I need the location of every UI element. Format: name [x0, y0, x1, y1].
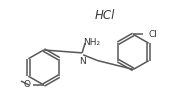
Text: O: O: [24, 80, 31, 89]
Text: Cl: Cl: [148, 30, 157, 39]
Text: NH₂: NH₂: [83, 38, 101, 47]
Text: N: N: [79, 57, 86, 66]
Text: HCl: HCl: [95, 9, 115, 22]
